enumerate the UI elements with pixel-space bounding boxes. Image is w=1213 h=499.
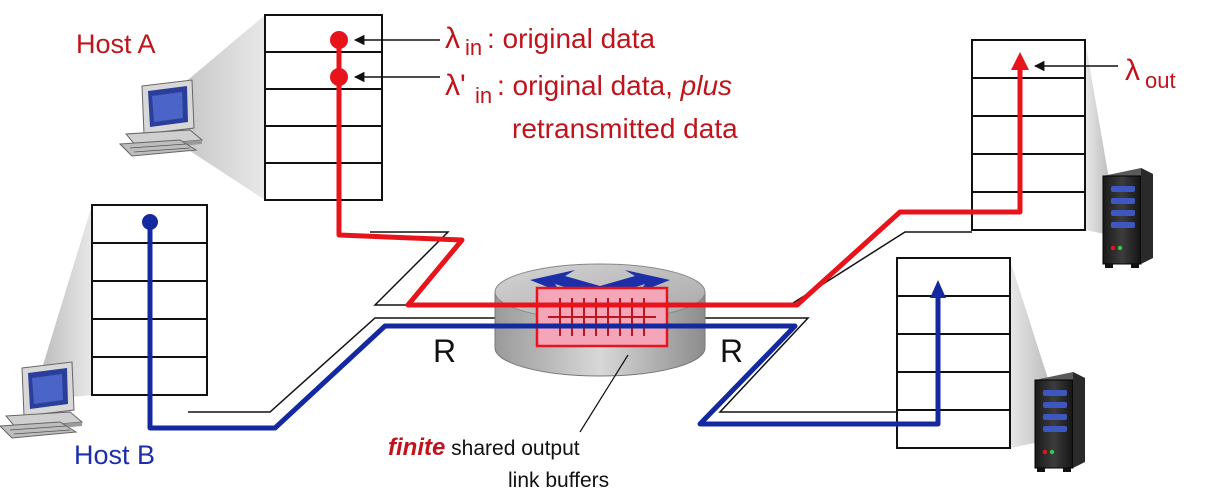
svg-text:λ: λ — [445, 22, 460, 55]
host-b-flow-arrowhead — [930, 280, 946, 298]
svg-text:finite shared output: finite shared output — [388, 434, 580, 461]
host-a-computer-icon — [118, 79, 204, 157]
host-a-label: Host A — [76, 29, 156, 59]
server-bottom-receive-buffer — [896, 257, 1011, 449]
lambda-out-label: λ out — [1125, 54, 1176, 93]
buffer-caption: finite shared output link buffers — [388, 434, 609, 492]
lambda-in-prime-label: λ' in : original data, plus retransmitte… — [445, 69, 738, 144]
buffer-caption-pointer — [579, 354, 629, 433]
svg-text:link buffers: link buffers — [508, 469, 609, 492]
left-link-capacity: R — [433, 333, 456, 369]
server-top-receive-buffer — [971, 39, 1086, 231]
svg-text:λ: λ — [1125, 54, 1140, 87]
shared-output-buffer — [535, 286, 669, 348]
svg-text:: original data, plus: : original data, plus — [497, 70, 732, 101]
host-b-computer-icon — [0, 361, 84, 439]
host-b-label: Host B — [74, 440, 155, 470]
router-arrows-icon — [530, 270, 670, 298]
host-b-flow — [147, 222, 941, 431]
svg-text:retransmitted data: retransmitted data — [512, 113, 738, 144]
lambda-in-point — [330, 31, 348, 49]
server-top-tower-icon — [1102, 168, 1153, 268]
svg-text:out: out — [1145, 68, 1176, 93]
server-bottom-tower-icon — [1034, 372, 1085, 472]
svg-text:in: in — [475, 83, 492, 108]
host-a-flow — [336, 40, 1023, 308]
right-link-capacity: R — [720, 333, 743, 369]
svg-text:in: in — [465, 35, 482, 60]
host-b-buffer-shadow — [40, 205, 92, 400]
lambda-in-prime-point — [330, 68, 348, 86]
host-b-source-point — [142, 214, 158, 230]
host-a-buffer-shadow — [158, 15, 265, 200]
lambda-in-label: λ in : original data — [445, 22, 656, 60]
svg-text:: original data: : original data — [487, 23, 656, 54]
svg-text:λ': λ' — [445, 69, 466, 102]
host-a-flow-arrowhead — [1011, 52, 1029, 70]
host-a-send-buffer — [264, 14, 383, 201]
